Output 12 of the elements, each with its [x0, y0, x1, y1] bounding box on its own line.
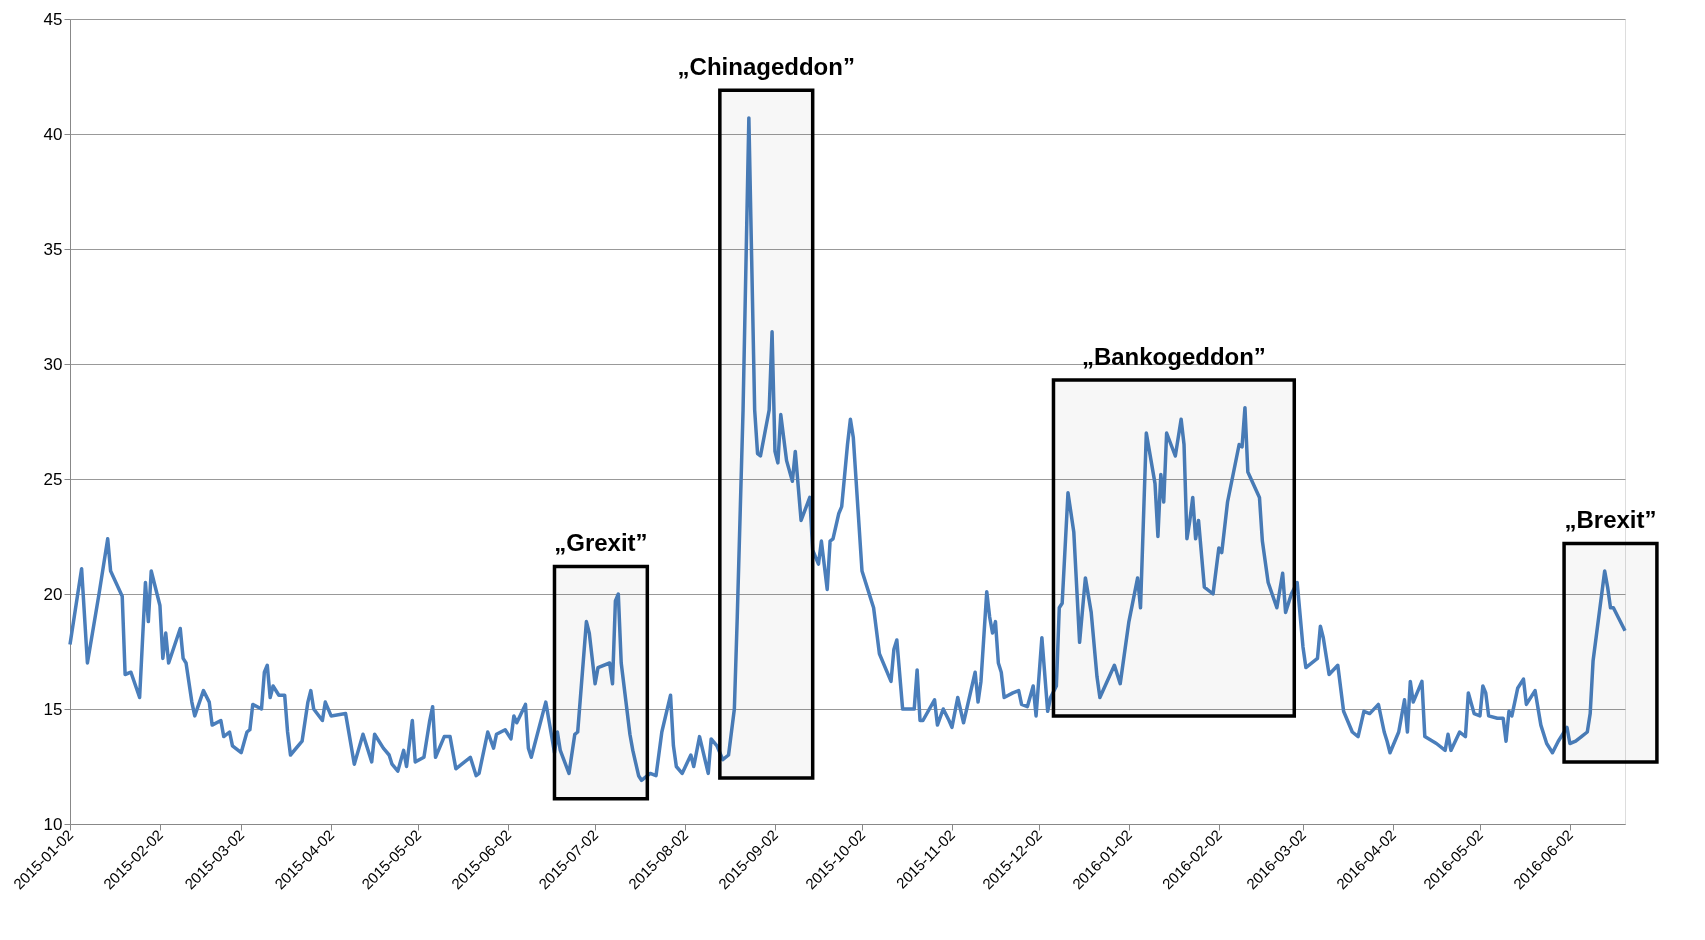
- y-tick-label: 15: [43, 699, 63, 719]
- y-tick-label: 40: [43, 124, 63, 144]
- band-label: „Chinageddon”: [677, 53, 855, 81]
- y-tick-label: 30: [43, 354, 63, 374]
- band-label: „Bankogeddon”: [1081, 343, 1266, 371]
- band-label: „Grexit”: [554, 529, 648, 557]
- y-tick-label: 35: [43, 239, 63, 259]
- y-tick-label: 45: [43, 9, 63, 29]
- y-tick-label: 20: [43, 584, 63, 604]
- y-tick-label: 25: [43, 469, 63, 489]
- band-label: „Brexit”: [1564, 506, 1657, 534]
- y-tick-label: 10: [43, 814, 63, 834]
